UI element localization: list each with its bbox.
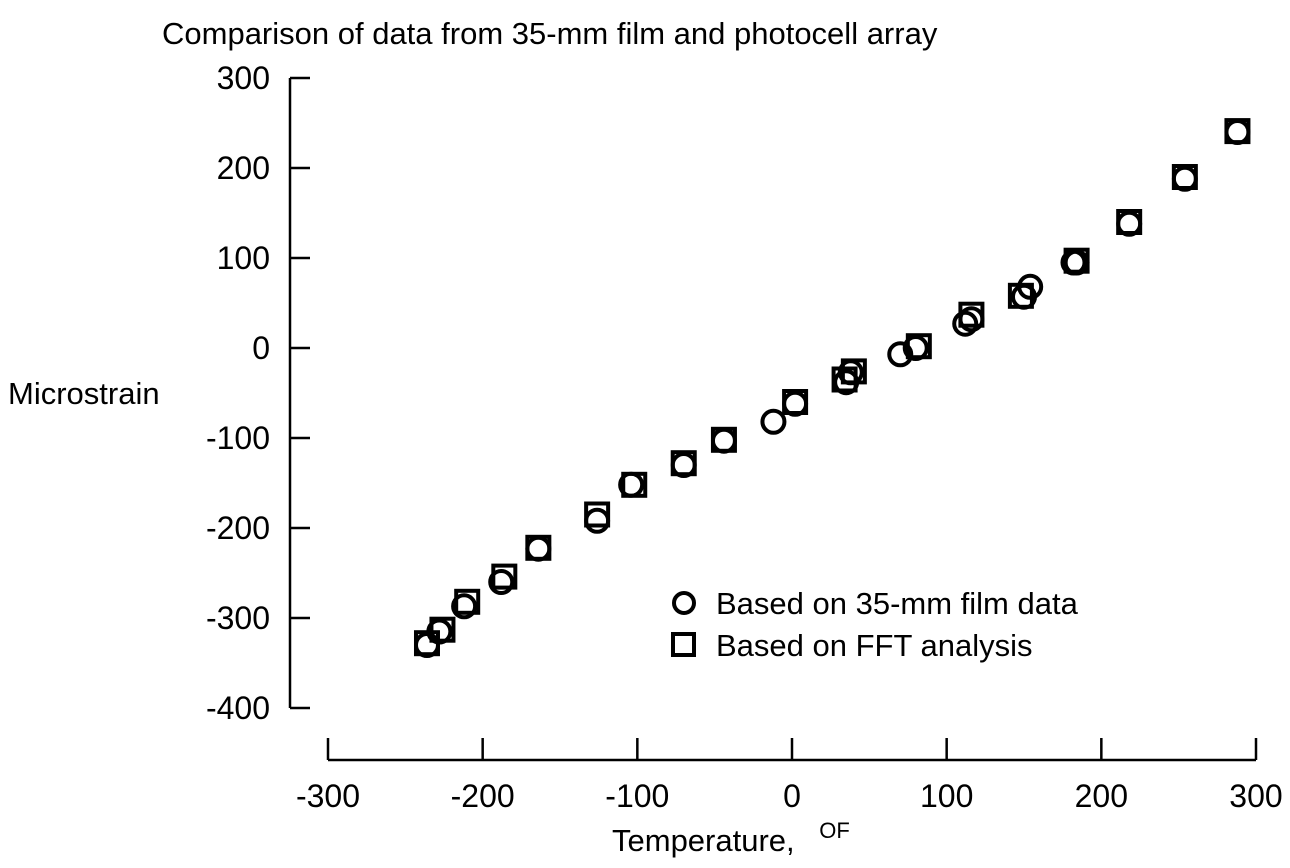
film-data-point xyxy=(710,427,737,454)
x-tick-label: -200 xyxy=(451,778,515,814)
x-tick-label: -300 xyxy=(296,778,360,814)
x-axis-label-text: Temperature, xyxy=(612,823,795,858)
fft-data-point xyxy=(525,534,552,561)
fft-data-point xyxy=(413,630,440,657)
film-data-point xyxy=(488,569,515,595)
y-tick-label: -200 xyxy=(206,510,270,546)
fft-data-point xyxy=(840,358,867,385)
film-data-point xyxy=(1224,119,1251,145)
fft-data-point xyxy=(454,588,481,615)
film-data-point xyxy=(760,408,787,435)
fft-data-point xyxy=(958,301,985,328)
fft-data-point xyxy=(1171,164,1198,190)
y-tick-label: -300 xyxy=(206,600,270,636)
y-tick-label: 0 xyxy=(252,330,270,366)
chart-title: Comparison of data from 35-mm film and p… xyxy=(162,16,938,51)
x-axis-label: Temperature, OF xyxy=(612,818,850,858)
film-data-point xyxy=(584,507,611,534)
x-tick-label: 0 xyxy=(783,778,801,814)
legend-label-fft: Based on FFT analysis xyxy=(716,628,1032,663)
fft-data-point xyxy=(1007,282,1034,309)
fft-data-point xyxy=(491,563,518,590)
y-tick-label: -100 xyxy=(206,420,270,456)
x-axis-unit: OF xyxy=(819,818,850,843)
tick-labels: 300 200 100 0 -100 -200 -300 -400 -300 -200 -100 0 1… xyxy=(206,60,1283,814)
film-data-point xyxy=(451,593,478,620)
x-tick-label: -100 xyxy=(605,778,669,814)
fft-data-point xyxy=(670,450,697,477)
legend: Based on 35-mm film data Based on FFT an… xyxy=(671,586,1079,663)
fft-data-point xyxy=(621,471,648,498)
y-tick-label: 100 xyxy=(217,240,270,276)
fft-data-point xyxy=(1224,118,1251,145)
x-tick-label: 100 xyxy=(920,778,973,814)
x-tick-label: 300 xyxy=(1229,778,1282,814)
fft-data-point xyxy=(1116,209,1143,235)
fft-data-point xyxy=(1063,247,1090,274)
x-tick-label: 200 xyxy=(1075,778,1128,814)
data-points xyxy=(413,118,1251,658)
fft-data-point xyxy=(584,501,611,528)
axes xyxy=(288,76,1258,762)
fft-data-point xyxy=(710,426,737,453)
legend-circle-marker xyxy=(672,591,696,615)
fft-data-point xyxy=(905,333,932,360)
legend-square-marker xyxy=(671,632,696,657)
film-data-point xyxy=(887,341,914,368)
legend-label-film: Based on 35-mm film data xyxy=(716,586,1079,621)
y-tick-label: -400 xyxy=(206,690,270,726)
fft-data-point xyxy=(782,389,809,415)
y-tick-label: 300 xyxy=(217,60,270,96)
fft-data-point xyxy=(429,616,456,643)
film-data-point xyxy=(525,535,552,562)
y-tick-label: 200 xyxy=(217,150,270,186)
y-axis-label: Microstrain xyxy=(8,376,160,411)
